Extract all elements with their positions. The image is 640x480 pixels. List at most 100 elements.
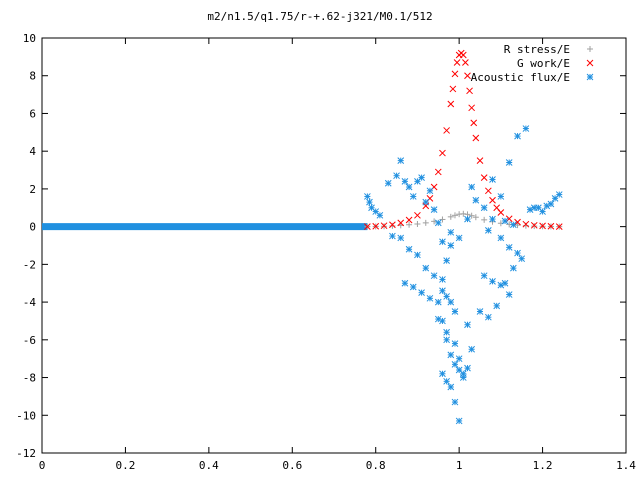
series-2-point [422,198,430,206]
series-1-point [497,209,505,216]
series-2-point [439,287,446,295]
series-1-point [389,221,396,229]
series-2-point [455,417,463,425]
series-1-point [530,221,538,229]
series-1-point [489,196,496,204]
series-2-point [447,383,455,391]
series-1-point [439,149,446,157]
series-2-point [418,174,425,181]
series-2-point [364,193,371,200]
series-2-point [439,370,446,378]
series-2-point [434,315,442,323]
series-2-point [401,178,409,185]
series-2-point [476,308,484,315]
series-0-point [414,220,421,227]
series-2-point [464,215,471,223]
series-2-point [497,193,505,200]
series-2-point [451,360,459,368]
series-2-point [535,204,542,212]
series-2-point [514,132,521,140]
series-2-point [405,183,413,191]
series-2-point [430,206,438,214]
y-tick-label: -4 [23,296,37,309]
series-2-point [543,202,551,210]
series-2-point [514,249,521,257]
series-2-point [447,228,455,236]
series-2-point [522,125,530,132]
legend-label: Acoustic flux/E [471,71,570,84]
legend-label: R stress/E [504,43,570,56]
x-tick-label: 1 [456,459,463,472]
series-2-point [484,227,492,234]
y-tick-label: -10 [16,409,36,422]
series-2-point [426,187,434,195]
series-2-point [426,294,434,302]
series-2-point [505,244,513,251]
x-tick-label: 1.2 [533,459,553,472]
series-2-point [439,276,446,283]
series-2-point [376,211,384,219]
series-1-point [414,211,421,219]
series-2-point [455,234,463,242]
series-2-point [455,355,463,363]
series-1-point [466,87,473,95]
series-2-point [510,221,517,229]
series-2 [364,125,563,425]
series-0-point [406,221,413,228]
series-1-point [405,216,413,224]
series-1-point [449,85,457,93]
series-2-point [505,291,513,298]
series-2-point [468,183,476,191]
series-1-point [434,168,442,176]
series-1-point [555,223,563,230]
series-2-point [414,251,421,259]
series-2-point [451,308,459,315]
series-2-point [447,242,455,249]
series-2-point [551,194,559,202]
series-2-point [409,193,417,200]
series-1-point [459,51,467,59]
series-1-point [522,220,530,228]
series-0-point [451,212,458,219]
series-2-point [443,257,450,264]
series-1-point [476,157,484,164]
legend-marker [586,73,594,81]
y-tick-label: -8 [23,372,36,385]
series-2-point [434,219,442,227]
series-2-point [405,245,413,253]
series-2-point [389,232,396,240]
series-1-point [453,59,461,66]
axes: 0 0.2 0.4 0.6 0.8 1 1.2 1.4 -12 -10 -8 -6 -4 -2 0 2 4 6 8 1… [16,32,636,472]
y-tick-label: 8 [29,70,36,83]
series-1-point [472,134,480,142]
x-tick-label: 0.6 [282,459,302,472]
series-2-point [501,279,509,287]
legend-marker [586,59,594,67]
series-1-point [484,187,492,195]
series-2-point [484,313,492,321]
series-1-point [443,127,450,134]
series-0-point [481,216,488,223]
series-2-point [489,176,496,183]
series-2-point [489,215,496,223]
series-2-point [464,364,471,372]
series-2-point [451,398,459,406]
x-tick-label: 0.4 [199,459,219,472]
series-1-point [451,70,459,78]
series-2-point [447,298,455,306]
series-0-point [422,219,429,226]
x-tick-label: 0 [39,459,46,472]
x-tick-label: 0.8 [366,459,386,472]
series-1-point [364,223,371,230]
series-2-point [401,279,409,287]
x-tick-label: 0.2 [115,459,135,472]
series-2-point [418,289,425,297]
y-tick-label: 2 [29,183,36,196]
series-2-point [493,302,501,310]
series-2-point [409,283,417,291]
series-2-point [468,345,476,353]
series-1 [364,49,563,230]
series-2-point [384,179,392,187]
